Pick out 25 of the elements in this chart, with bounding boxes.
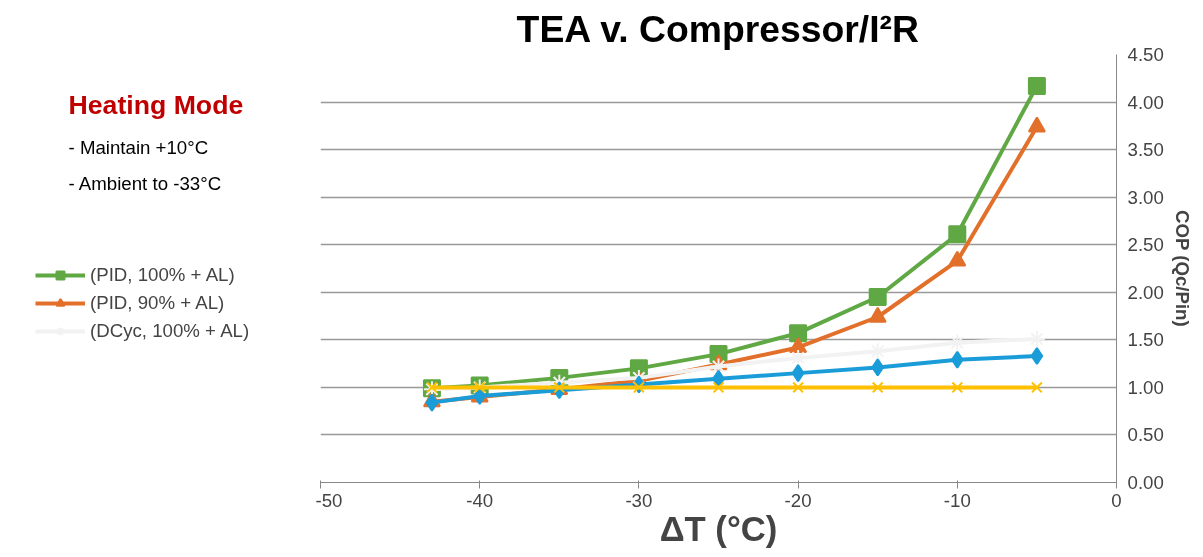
y-tick-label: 2.50 — [1127, 234, 1164, 256]
text: Heating Mode — [68, 89, 244, 120]
y-tick-label: 2.00 — [1127, 281, 1164, 303]
y-tick-label: 3.00 — [1127, 186, 1164, 208]
chart-title: TEA v. Compressor/I²R — [516, 7, 920, 50]
x-tick-label: -50 — [315, 489, 343, 511]
y-tick-label: 1.00 — [1127, 376, 1164, 398]
y-tick-label: 0.00 — [1127, 472, 1164, 493]
text: - Maintain +10°C — [68, 136, 209, 158]
y-tick-label: 0.50 — [1127, 424, 1164, 446]
y-axis-title: COP (Qc/Pin) — [1171, 209, 1193, 327]
text: - Ambient to -33°C — [68, 172, 222, 194]
x-tick-label: -40 — [466, 489, 494, 511]
y-tick-label: 3.50 — [1127, 139, 1164, 161]
x-tick-label: -20 — [784, 489, 812, 511]
x-tick-label: -30 — [625, 489, 653, 511]
y-tick-label: 1.50 — [1127, 329, 1164, 351]
x-tick-label: -10 — [943, 489, 971, 511]
legend-label: (PID, 90% + AL) — [90, 292, 226, 314]
legend-label: (DCyc, 100% + AL) — [90, 320, 251, 342]
x-tick-label: 0 — [1111, 489, 1122, 511]
y-tick-label: 4.50 — [1127, 44, 1164, 65]
x-axis-title: ΔT (°C) — [659, 509, 778, 548]
y-tick-label: 4.00 — [1127, 91, 1164, 113]
legend-label: (PID, 100% + AL) — [90, 264, 236, 286]
